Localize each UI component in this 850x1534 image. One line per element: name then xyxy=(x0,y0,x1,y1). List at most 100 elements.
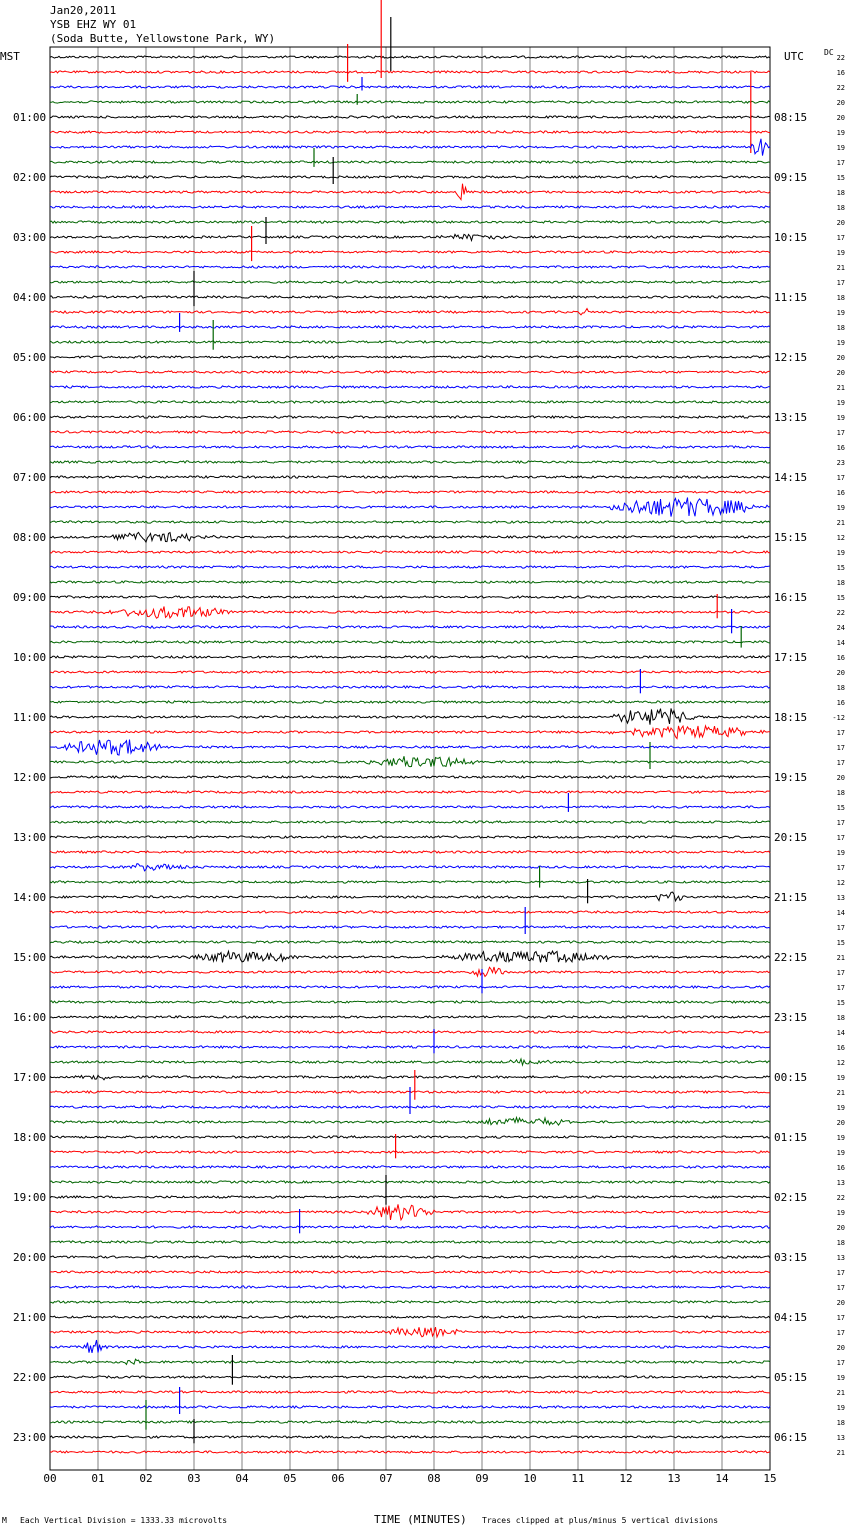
dc-offset-label: 13 xyxy=(837,1254,845,1262)
utc-hour-label: 18:15 xyxy=(774,711,807,724)
utc-hour-label: 10:15 xyxy=(774,231,807,244)
dc-offset-label: 19 xyxy=(837,309,845,317)
trace-line xyxy=(49,985,771,989)
dc-offset-label: 19 xyxy=(837,399,845,407)
utc-hour-label: 00:15 xyxy=(774,1071,807,1084)
mst-hour-label: 02:00 xyxy=(13,171,46,184)
trace-line xyxy=(49,820,771,824)
dc-offset-label: 17 xyxy=(837,1314,845,1322)
dc-offset-label: 17 xyxy=(837,1329,845,1337)
mst-hour-label: 17:00 xyxy=(13,1071,46,1084)
trace-line xyxy=(49,1285,771,1289)
trace-line xyxy=(49,1074,771,1081)
dc-offset-label: 20 xyxy=(837,1344,845,1352)
mst-hour-label: 05:00 xyxy=(13,351,46,364)
dc-offset-label: 17 xyxy=(837,159,845,167)
utc-hour-label: 13:15 xyxy=(774,411,807,424)
trace-line xyxy=(49,1375,771,1379)
trace-line xyxy=(49,250,771,254)
dc-offset-label: 15 xyxy=(837,174,845,182)
mst-hour-label: 10:00 xyxy=(13,651,46,664)
mst-hour-label: 22:00 xyxy=(13,1371,46,1384)
trace-line xyxy=(49,430,771,434)
dc-offset-label: 17 xyxy=(837,759,845,767)
dc-offset-label: 18 xyxy=(837,189,845,197)
utc-hour-label: 08:15 xyxy=(774,111,807,124)
dc-offset-label: 17 xyxy=(837,474,845,482)
trace-line xyxy=(49,1030,771,1034)
x-tick-label: 00 xyxy=(43,1472,56,1485)
trace-line xyxy=(49,580,771,584)
dc-offset-label: 15 xyxy=(837,594,845,602)
mst-hour-label: 07:00 xyxy=(13,471,46,484)
x-tick-label: 05 xyxy=(283,1472,296,1485)
trace-line xyxy=(49,130,771,134)
utc-hour-label: 23:15 xyxy=(774,1011,807,1024)
dc-offset-label: 19 xyxy=(837,1104,845,1112)
x-tick-label: 12 xyxy=(619,1472,632,1485)
trace-line xyxy=(49,1240,771,1244)
dc-offset-label: -12 xyxy=(832,714,845,722)
trace-line xyxy=(49,655,771,659)
clipping-note: Traces clipped at plus/minus 5 vertical … xyxy=(482,1516,719,1525)
trace-line xyxy=(49,1225,771,1229)
dc-offset-label: 17 xyxy=(837,924,845,932)
trace-line xyxy=(49,1420,770,1424)
mst-hour-label: 21:00 xyxy=(13,1311,46,1324)
trace-line xyxy=(49,685,771,689)
dc-offset-label: 19 xyxy=(837,339,845,347)
x-tick-label: 01 xyxy=(91,1472,104,1485)
dc-offset-label: 18 xyxy=(837,579,845,587)
trace-line xyxy=(49,460,771,464)
x-tick-label: 07 xyxy=(379,1472,392,1485)
trace-line xyxy=(49,340,771,344)
utc-hour-label: 22:15 xyxy=(774,951,807,964)
dc-offset-label: 14 xyxy=(837,1029,845,1037)
plot-frame xyxy=(49,46,771,1471)
mst-hour-label: 03:00 xyxy=(13,231,46,244)
dc-offset-label: 15 xyxy=(837,564,845,572)
utc-hour-label: 14:15 xyxy=(774,471,807,484)
trace-line xyxy=(49,724,770,740)
trace-line xyxy=(49,385,771,389)
x-tick-label: 11 xyxy=(571,1472,584,1485)
dc-offset-label: 19 xyxy=(837,1374,845,1382)
trace-line xyxy=(49,1204,770,1222)
dc-offset-label: 17 xyxy=(837,834,845,842)
trace-line xyxy=(49,183,771,201)
trace-line xyxy=(49,445,771,449)
trace-line xyxy=(50,1358,771,1366)
dc-offset-label: 20 xyxy=(837,1299,845,1307)
trace-line xyxy=(49,1255,771,1259)
dc-offset-label: 21 xyxy=(837,519,845,527)
trace-line xyxy=(49,1150,771,1154)
dc-offset-label: 16 xyxy=(837,489,845,497)
trace-line xyxy=(49,70,771,74)
utc-hour-label: 04:15 xyxy=(774,1311,807,1324)
mst-hour-label: 12:00 xyxy=(13,771,46,784)
utc-hour-label: 06:15 xyxy=(774,1431,807,1444)
station-location: (Soda Butte, Yellowstone Park, WY) xyxy=(50,32,276,45)
dc-offset-label: 20 xyxy=(837,369,845,377)
trace-line xyxy=(49,1339,771,1354)
trace-line xyxy=(49,307,771,316)
trace-line xyxy=(49,205,771,209)
x-tick-label: 14 xyxy=(715,1472,729,1485)
dc-offset-label: 21 xyxy=(837,264,845,272)
mst-hour-label: 18:00 xyxy=(13,1131,46,1144)
trace-line xyxy=(49,233,771,243)
dc-offset-label: 15 xyxy=(837,804,845,812)
trace-line xyxy=(49,940,771,944)
dc-offset-label: 19 xyxy=(837,1134,845,1142)
trace-line xyxy=(49,1057,771,1067)
dc-offset-label: 15 xyxy=(837,939,845,947)
trace-line xyxy=(49,880,771,884)
trace-line xyxy=(49,805,771,809)
trace-line xyxy=(49,1115,771,1126)
mst-hour-label: 13:00 xyxy=(13,831,46,844)
trace-line xyxy=(49,925,771,929)
trace-line xyxy=(49,1270,771,1274)
dc-offset-label: 18 xyxy=(837,789,845,797)
dc-offset-label: 24 xyxy=(837,624,845,632)
dc-offset-label: 21 xyxy=(837,384,845,392)
